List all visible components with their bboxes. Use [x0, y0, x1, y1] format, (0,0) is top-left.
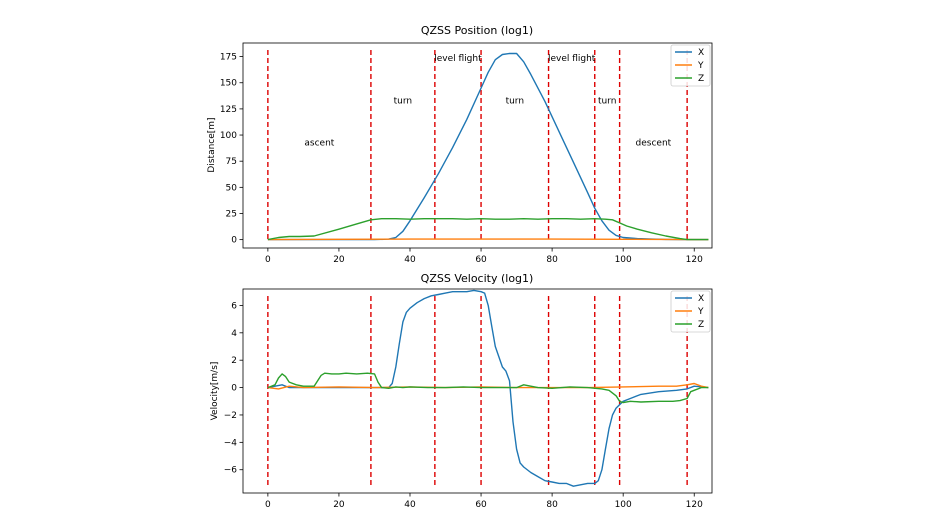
- position-legend-label-x: X: [698, 48, 704, 58]
- velocity-series-z-line: [267, 372, 709, 404]
- position-axes: 0 20 40 60 80 100 120 0 25 50 75 100 125 150 175: [220, 53, 703, 265]
- position-legend-label-y: Y: [697, 61, 704, 71]
- velocity-x-tick-label: 120: [686, 500, 703, 510]
- velocity-chart-ylabel: Velocity[m/s]: [210, 362, 220, 421]
- velocity-x-tick-label: 60: [475, 500, 487, 510]
- position-phase-label: descent: [636, 139, 672, 149]
- velocity-x-tick-label: 40: [404, 500, 416, 510]
- velocity-plot-frame: [242, 288, 713, 494]
- position-plot-frame: [242, 42, 713, 249]
- position-series-x-line: [267, 52, 709, 241]
- position-y-tick-label: 0: [231, 236, 237, 246]
- position-phase-label: ascent: [304, 139, 334, 149]
- velocity-x-tick-label: 100: [615, 500, 632, 510]
- position-phase-labels: ascent turn level flight turn level flight tu…: [304, 54, 671, 149]
- velocity-y-tick-label: 0: [231, 384, 237, 394]
- position-series: [267, 52, 709, 241]
- velocity-y-tick-label: 6: [231, 301, 237, 311]
- position-chart-title: QZSS Position (log1): [421, 24, 533, 37]
- position-chart: QZSS Position (log1) Distance[m] ascent t…: [207, 24, 713, 265]
- velocity-series: [267, 289, 709, 487]
- velocity-legend-label-z: Z: [698, 320, 704, 330]
- velocity-x-tick-label: 20: [333, 500, 345, 510]
- velocity-y-tick-label: −2: [224, 411, 237, 421]
- position-y-tick-label: 75: [226, 157, 237, 167]
- velocity-axes: 0 20 40 60 80 100 120 −6 −4 −2 0 2 4 6: [224, 301, 703, 510]
- velocity-chart-title: QZSS Velocity (log1): [421, 272, 534, 285]
- velocity-x-tick-label: 0: [265, 500, 271, 510]
- velocity-y-tick-label: −6: [224, 466, 238, 476]
- velocity-phase-lines: [267, 296, 688, 486]
- velocity-legend-label-x: X: [698, 294, 704, 304]
- position-chart-ylabel: Distance[m]: [207, 117, 217, 172]
- position-series-y-line: [267, 238, 709, 241]
- position-y-tick-label: 125: [220, 105, 237, 115]
- position-y-tick-label: 25: [226, 209, 237, 219]
- position-phase-label: level flight: [434, 54, 482, 64]
- position-legend-label-z: Z: [698, 74, 704, 84]
- velocity-legend: XYZ: [670, 290, 711, 333]
- velocity-chart: QZSS Velocity (log1) Velocity[m/s] 0 20 40…: [210, 272, 713, 510]
- velocity-x-tick-label: 80: [546, 500, 558, 510]
- position-phase-label: level flight: [548, 54, 596, 64]
- position-phase-label: turn: [394, 97, 412, 107]
- position-x-tick-label: 0: [265, 255, 271, 265]
- position-y-tick-label: 150: [220, 79, 237, 89]
- position-x-tick-label: 20: [333, 255, 345, 265]
- position-x-tick-label: 100: [615, 255, 632, 265]
- position-y-tick-label: 100: [220, 131, 237, 141]
- position-phase-label: turn: [506, 97, 524, 107]
- position-phase-label: turn: [598, 97, 616, 107]
- velocity-y-tick-label: 2: [231, 356, 237, 366]
- position-legend: XYZ: [670, 44, 711, 87]
- position-x-tick-label: 40: [404, 255, 416, 265]
- position-x-tick-label: 60: [475, 255, 487, 265]
- velocity-legend-label-y: Y: [697, 307, 704, 317]
- position-y-tick-label: 50: [226, 183, 238, 193]
- position-y-tick-label: 175: [220, 53, 237, 63]
- position-x-tick-label: 80: [546, 255, 558, 265]
- velocity-y-tick-label: −4: [224, 438, 238, 448]
- position-series-z-line: [267, 218, 709, 241]
- velocity-y-tick-label: 4: [231, 329, 237, 339]
- position-x-tick-label: 120: [686, 255, 703, 265]
- velocity-series-x-line: [267, 289, 709, 487]
